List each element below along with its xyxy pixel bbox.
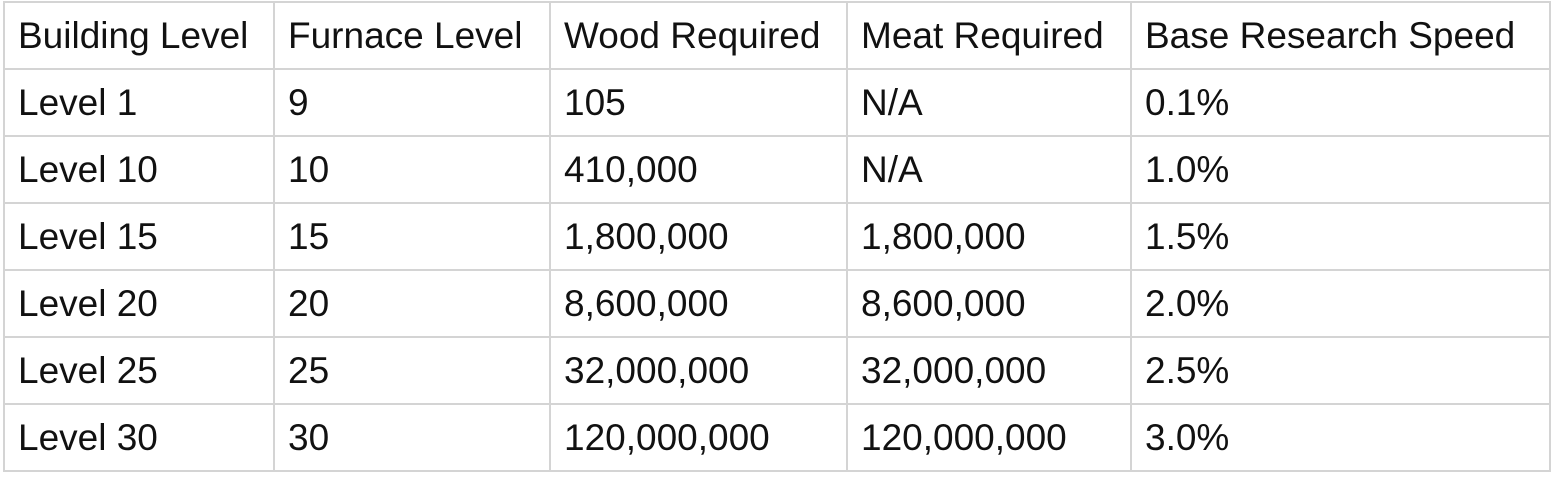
table-cell: 8,600,000	[846, 269, 1132, 338]
table-cell: 32,000,000	[846, 336, 1132, 405]
table-row: Level 10 10 410,000 N/A 1.0%	[3, 135, 1551, 204]
table-row: Level 20 20 8,600,000 8,600,000 2.0%	[3, 269, 1551, 338]
table-cell: N/A	[846, 68, 1132, 137]
table-cell: 10	[273, 135, 551, 204]
table-cell: Level 30	[3, 403, 275, 472]
table-cell: Level 10	[3, 135, 275, 204]
header-cell: Wood Required	[549, 1, 848, 70]
table-cell: 1,800,000	[549, 202, 848, 271]
table-cell: 15	[273, 202, 551, 271]
table-cell: 9	[273, 68, 551, 137]
table-cell: 1.5%	[1130, 202, 1551, 271]
table-cell: 120,000,000	[846, 403, 1132, 472]
table-cell: 20	[273, 269, 551, 338]
header-row: Building Level Furnace Level Wood Required…	[3, 1, 1551, 70]
table-row: Level 30 30 120,000,000 120,000,000 3.0%	[3, 403, 1551, 472]
header-cell: Building Level	[3, 1, 275, 70]
table-cell: 3.0%	[1130, 403, 1551, 472]
table-cell: Level 20	[3, 269, 275, 338]
table-row: Level 1 9 105 N/A 0.1%	[3, 68, 1551, 137]
table-cell: 0.1%	[1130, 68, 1551, 137]
table-row: Level 25 25 32,000,000 32,000,000 2.5%	[3, 336, 1551, 405]
table-cell: 1,800,000	[846, 202, 1132, 271]
table-cell: 1.0%	[1130, 135, 1551, 204]
table-cell: 410,000	[549, 135, 848, 204]
table-row: Level 15 15 1,800,000 1,800,000 1.5%	[3, 202, 1551, 271]
table-cell: 105	[549, 68, 848, 137]
table-cell: 2.5%	[1130, 336, 1551, 405]
header-cell: Base Research Speed	[1130, 1, 1551, 70]
table-cell: Level 25	[3, 336, 275, 405]
table-cell: 120,000,000	[549, 403, 848, 472]
header-cell: Meat Required	[846, 1, 1132, 70]
table-cell: 8,600,000	[549, 269, 848, 338]
table-cell: Level 15	[3, 202, 275, 271]
table-cell: 25	[273, 336, 551, 405]
table-cell: 32,000,000	[549, 336, 848, 405]
table-cell: 2.0%	[1130, 269, 1551, 338]
table-cell: Level 1	[3, 68, 275, 137]
header-cell: Furnace Level	[273, 1, 551, 70]
table-cell: N/A	[846, 135, 1132, 204]
table-cell: 30	[273, 403, 551, 472]
data-table: Building Level Furnace Level Wood Required…	[3, 1, 1551, 472]
